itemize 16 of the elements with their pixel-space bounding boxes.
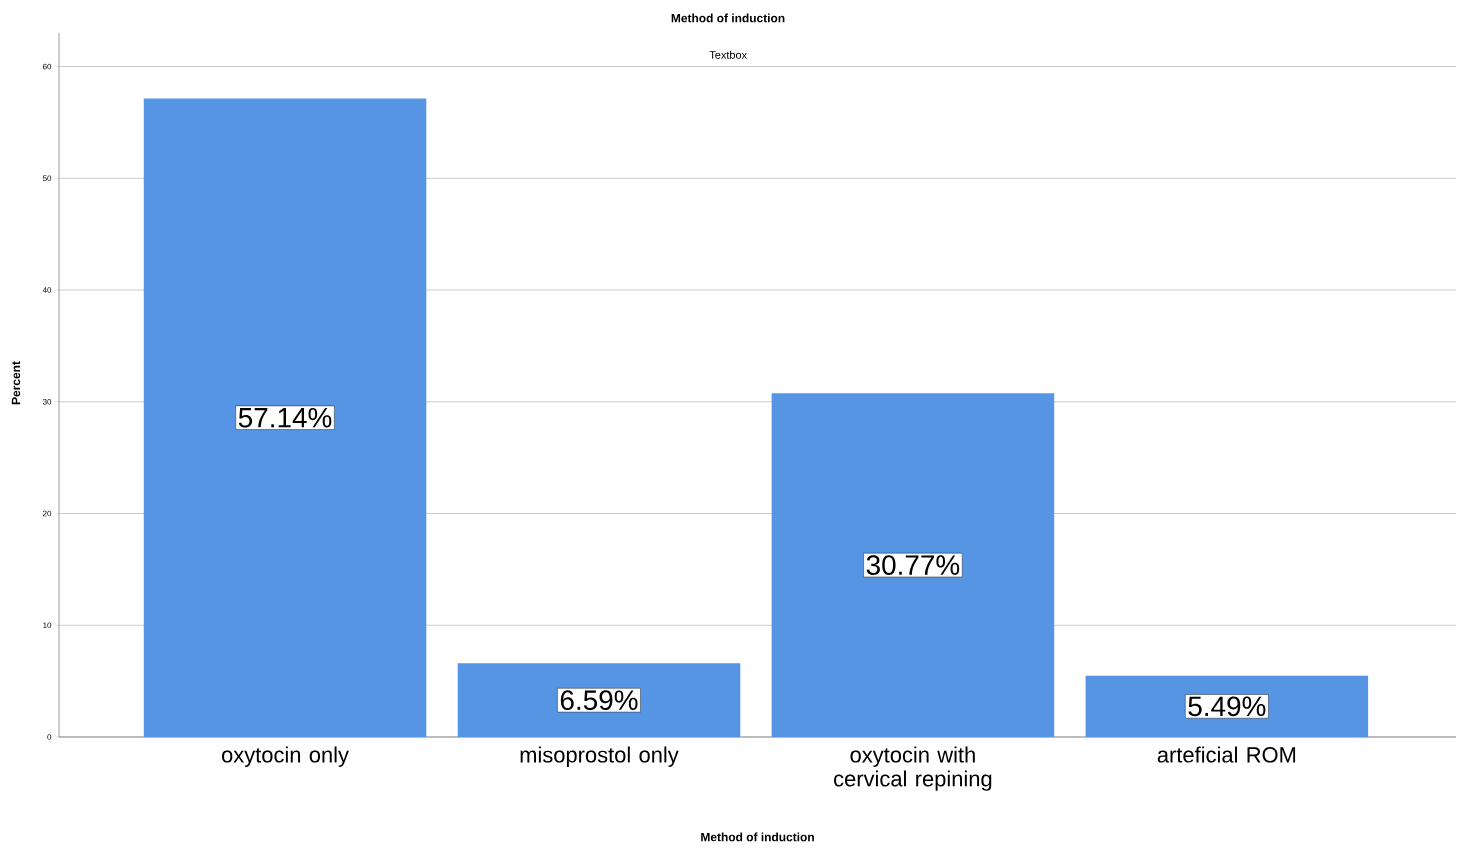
bar [771, 393, 1055, 737]
bar [457, 663, 741, 737]
x-tick-label: misoprostol only [520, 746, 679, 767]
chart-title: Method of induction [671, 13, 785, 23]
data-label: 30.77% [866, 555, 960, 575]
x-axis-title: Method of induction [701, 832, 814, 842]
x-tick-label: oxytocin with cervical repining [834, 746, 992, 791]
x-tick-label: arteficial ROM [1157, 746, 1296, 763]
data-label: 6.59% [560, 690, 638, 711]
data-label: 57.14% [238, 407, 332, 428]
y-axis-title: Percent [11, 361, 21, 405]
data-label: 5.49% [1188, 696, 1266, 717]
x-tick-label: oxytocin only [222, 746, 349, 767]
bar [1085, 675, 1369, 737]
annotation: Textbox [709, 50, 747, 59]
bar [143, 98, 427, 737]
